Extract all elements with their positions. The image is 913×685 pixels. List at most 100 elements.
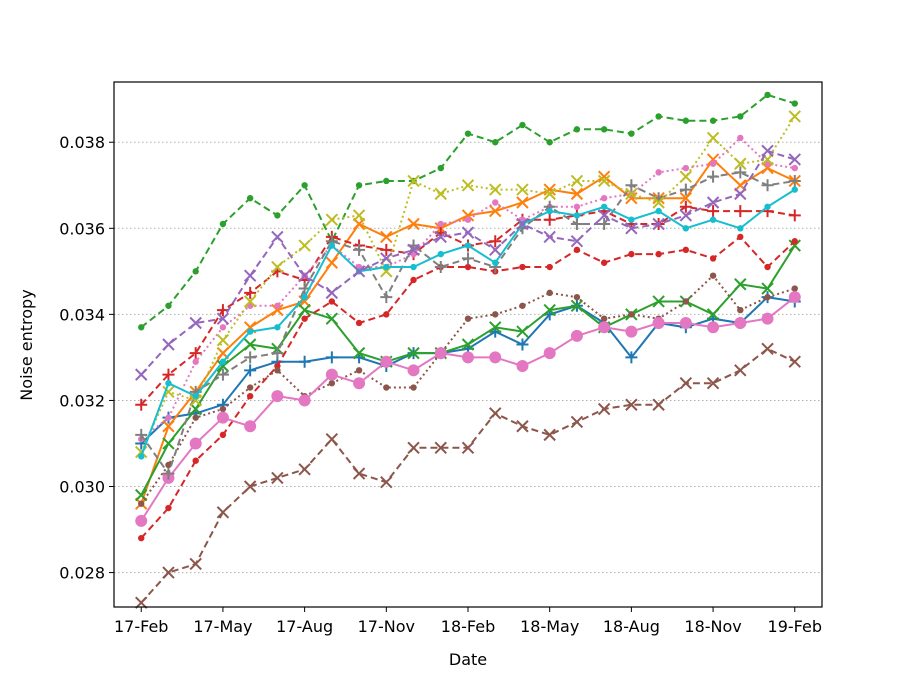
data-point	[734, 316, 747, 329]
data-point	[737, 113, 744, 120]
data-point	[546, 139, 553, 146]
data-point	[625, 179, 638, 192]
data-point	[519, 302, 526, 309]
y-tick-label: 0.028	[59, 564, 105, 583]
data-point	[788, 355, 801, 368]
y-tick-label: 0.036	[59, 219, 105, 238]
x-tick-label: 19-Feb	[768, 617, 822, 636]
data-point	[434, 230, 447, 244]
series-6	[138, 233, 798, 542]
data-point	[570, 299, 584, 312]
data-point	[407, 217, 420, 231]
data-point	[543, 428, 556, 442]
data-point	[135, 596, 148, 609]
data-point	[219, 358, 227, 365]
data-point	[410, 263, 417, 271]
data-point	[628, 130, 635, 137]
data-point	[570, 329, 583, 342]
data-point	[791, 186, 798, 193]
data-point	[600, 315, 608, 322]
series-13	[138, 186, 798, 460]
data-point	[489, 235, 502, 248]
data-point	[410, 276, 417, 284]
data-point	[162, 420, 175, 433]
data-point	[437, 220, 444, 228]
data-point	[192, 457, 199, 464]
data-point	[355, 182, 363, 189]
data-point	[461, 209, 475, 222]
y-axis-label: Noise entropy	[17, 289, 36, 400]
data-point	[437, 250, 444, 258]
data-point	[600, 194, 608, 202]
data-point	[707, 170, 720, 183]
data-point	[325, 368, 338, 381]
data-point	[489, 351, 502, 364]
data-point	[434, 441, 447, 454]
data-point	[298, 394, 311, 407]
data-point	[162, 467, 175, 480]
data-point	[246, 392, 254, 400]
data-point	[462, 351, 474, 364]
data-point	[543, 213, 556, 226]
data-point	[597, 402, 611, 416]
x-tick-label: 18-Nov	[684, 617, 741, 636]
data-point	[682, 298, 690, 305]
data-point	[165, 504, 172, 512]
data-point	[437, 164, 444, 172]
data-point	[301, 182, 308, 189]
data-point	[216, 333, 230, 347]
data-point	[243, 480, 257, 493]
data-point	[734, 166, 747, 179]
data-point	[274, 302, 281, 309]
data-point	[274, 324, 281, 331]
data-point	[271, 471, 284, 485]
data-point	[192, 414, 199, 421]
data-point	[325, 213, 339, 226]
data-point	[737, 134, 744, 142]
x-tick-label: 17-Aug	[276, 617, 333, 636]
data-point	[135, 368, 148, 381]
data-point	[764, 91, 771, 99]
y-axis: 0.028 0.030 0.032 0.034 0.036 0.038	[59, 133, 114, 583]
data-point	[192, 392, 199, 400]
series-7	[135, 342, 801, 609]
data-point	[625, 222, 638, 235]
data-point	[652, 398, 665, 411]
data-point	[246, 194, 254, 202]
data-point	[464, 315, 472, 322]
data-point	[461, 338, 475, 351]
data-point	[355, 367, 363, 374]
data-point	[383, 311, 390, 318]
data-point	[492, 139, 499, 146]
data-point	[192, 268, 199, 275]
data-point	[706, 196, 720, 209]
data-point	[138, 324, 145, 331]
data-point	[652, 316, 665, 329]
data-point	[761, 282, 774, 295]
data-point	[383, 263, 390, 271]
data-point	[274, 212, 281, 219]
data-point	[189, 557, 202, 571]
data-point	[625, 351, 638, 364]
data-point	[492, 259, 499, 266]
data-point	[383, 177, 390, 185]
y-tick-label: 0.034	[59, 305, 105, 324]
data-point	[598, 218, 611, 231]
data-point	[734, 278, 747, 291]
data-point	[219, 220, 227, 228]
data-point	[734, 205, 747, 218]
data-point	[706, 308, 720, 321]
data-point	[325, 256, 339, 269]
data-point	[706, 131, 720, 145]
data-point	[162, 437, 175, 450]
data-point	[462, 252, 474, 265]
data-point	[655, 207, 662, 215]
data-point	[625, 187, 638, 201]
data-point	[570, 174, 584, 188]
data-point	[243, 338, 257, 351]
x-tick-label: 18-Feb	[441, 617, 495, 636]
data-point	[682, 246, 690, 254]
data-point	[519, 121, 526, 129]
data-point	[788, 209, 801, 222]
